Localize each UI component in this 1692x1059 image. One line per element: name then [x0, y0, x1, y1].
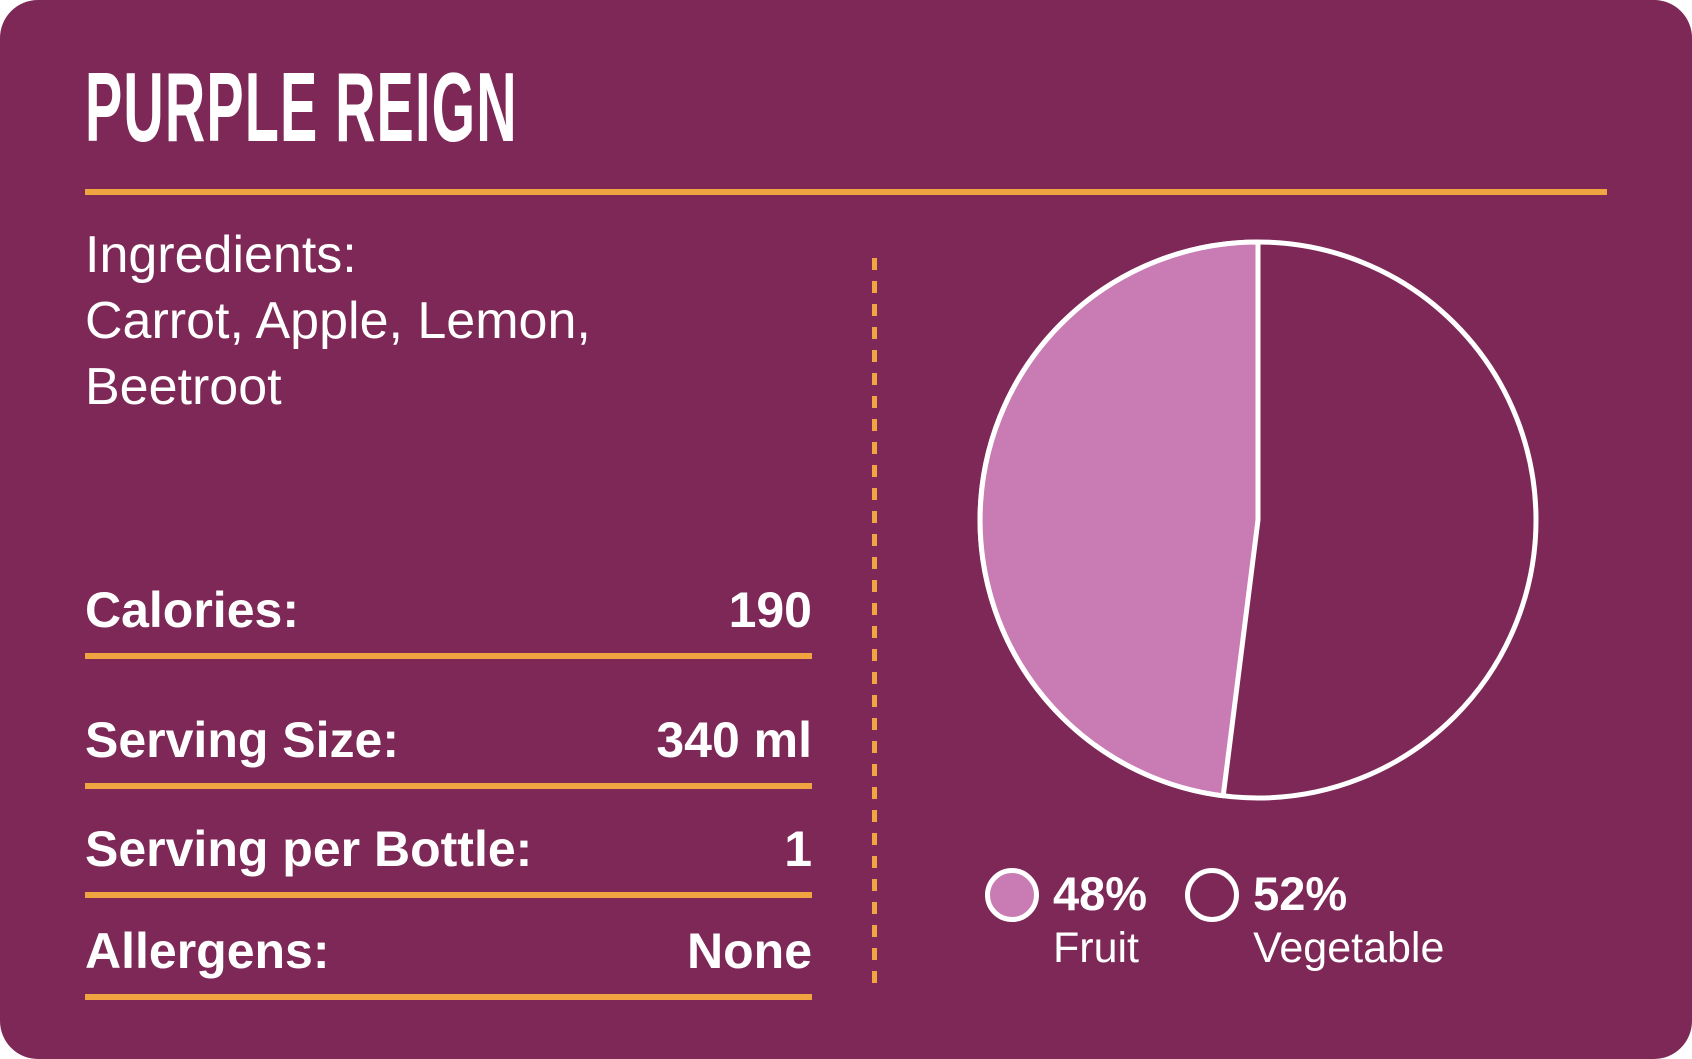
- fruit-percentage: 48%: [1053, 867, 1148, 920]
- pie-slice-fruit: [977, 239, 1261, 799]
- legend-item-vegetable: 52% Vegetable: [1185, 866, 1444, 974]
- vegetable-swatch-icon: [1185, 868, 1240, 922]
- nutrition-row-serving-size: Serving Size: 340 ml: [85, 697, 812, 789]
- pie-legend: 48% Fruit 52% Vegetable: [985, 866, 1444, 974]
- ingredients-line-1: Carrot, Apple, Lemon,: [85, 292, 591, 350]
- row-label: Allergens:: [85, 923, 330, 979]
- row-label: Serving Size:: [85, 712, 399, 768]
- nutrition-row-allergens: Allergens: None: [85, 908, 812, 1000]
- ingredients-heading: Ingredients:: [85, 226, 357, 284]
- vegetable-label: Vegetable: [1253, 924, 1445, 972]
- row-value: 1: [784, 821, 812, 877]
- ingredients-line-2: Beetroot: [85, 358, 282, 416]
- legend-item-fruit: 48% Fruit: [985, 866, 1147, 974]
- row-value: None: [687, 923, 812, 979]
- nutrition-row-calories: Calories: 190: [85, 567, 812, 659]
- product-title: PURPLE REIGN: [85, 52, 518, 162]
- fruit-label: Fruit: [1053, 924, 1139, 972]
- vegetable-percentage: 52%: [1253, 867, 1348, 920]
- row-value: 190: [728, 582, 812, 638]
- dashed-divider: [872, 258, 877, 986]
- title-underline: [85, 189, 1607, 195]
- row-value: 340 ml: [656, 712, 812, 768]
- ingredients-block: Ingredients: Carrot, Apple, Lemon, Beetr…: [85, 222, 591, 420]
- row-label: Serving per Bottle:: [85, 821, 533, 877]
- nutrition-row-serving-per-bottle: Serving per Bottle: 1: [85, 806, 812, 898]
- row-label: Calories:: [85, 582, 299, 638]
- fruit-vegetable-pie-chart: [977, 239, 1539, 801]
- fruit-swatch-icon: [985, 868, 1039, 922]
